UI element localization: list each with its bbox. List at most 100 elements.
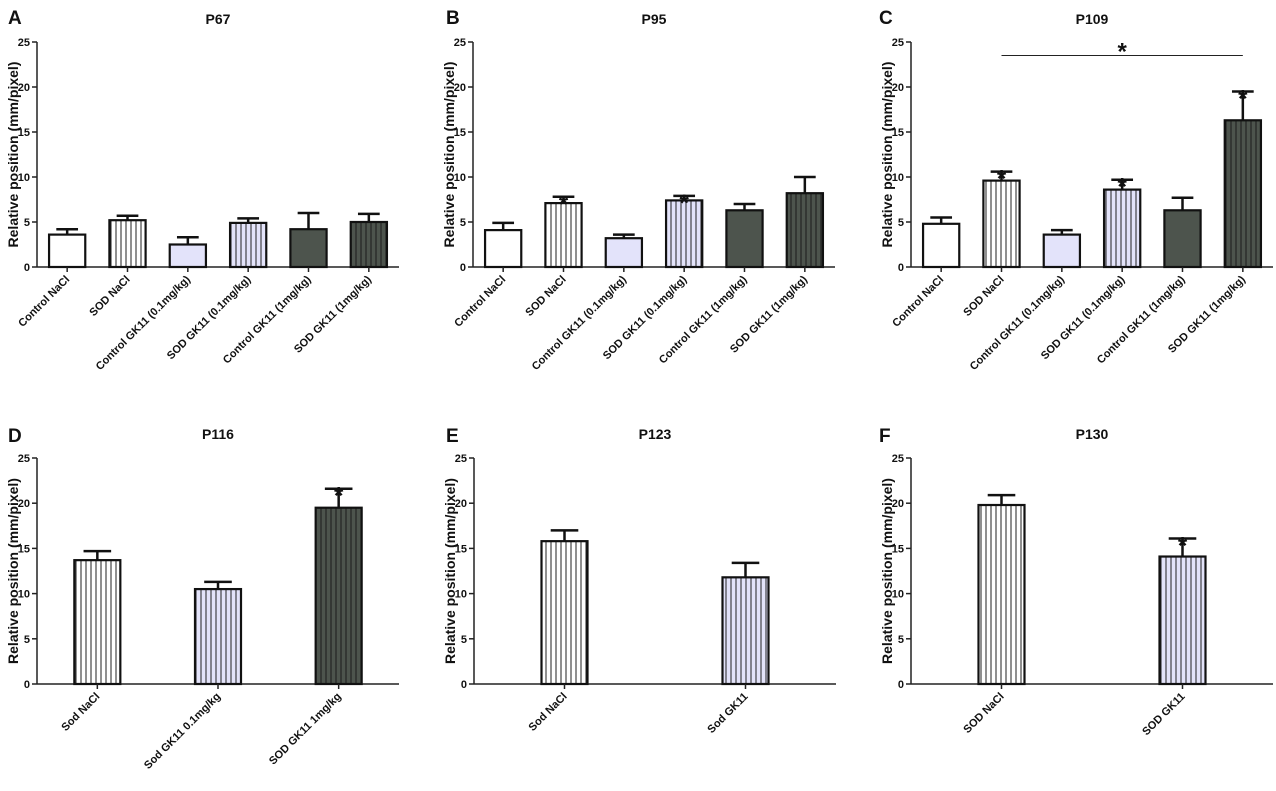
bar bbox=[1223, 119, 1263, 269]
panel-letter: E bbox=[446, 426, 459, 447]
y-tick-label: 20 bbox=[892, 82, 904, 94]
x-category-label: Control NaCl bbox=[16, 274, 72, 330]
y-tick-label: 15 bbox=[18, 127, 30, 139]
panel-letter: D bbox=[8, 426, 22, 447]
x-category-label: Sod NaCl bbox=[527, 691, 570, 734]
bar bbox=[977, 503, 1026, 686]
y-axis-label: Relative position (mm/pixel) bbox=[879, 478, 895, 664]
significance-star: * bbox=[334, 483, 344, 510]
x-category-label: SOD GK11 1mg/kg bbox=[267, 691, 344, 768]
y-tick-label: 20 bbox=[455, 498, 467, 510]
x-category-label: SOD NaCl bbox=[961, 691, 1006, 736]
y-tick-label: 15 bbox=[892, 543, 904, 555]
y-axis-label: Relative position (mm/pixel) bbox=[5, 478, 21, 664]
y-tick-label: 0 bbox=[898, 679, 904, 691]
y-axis-label: Relative position (mm/pixel) bbox=[5, 62, 21, 248]
y-tick-label: 20 bbox=[18, 498, 30, 510]
bar bbox=[721, 576, 770, 686]
bar bbox=[982, 179, 1021, 269]
y-tick-label: 15 bbox=[455, 543, 467, 555]
y-tick-label: 15 bbox=[454, 127, 466, 139]
y-tick-label: 15 bbox=[18, 543, 30, 555]
y-tick-label: 25 bbox=[18, 37, 30, 49]
x-category-label: Control NaCl bbox=[452, 274, 508, 330]
y-tick-label: 25 bbox=[18, 453, 30, 465]
panel-e: E P123 Relative position (mm/pixel) 0 5 10 15 2… bbox=[442, 426, 836, 736]
y-tick-label: 0 bbox=[24, 679, 30, 691]
significance-star: * bbox=[559, 191, 569, 218]
bar bbox=[540, 540, 589, 686]
bar bbox=[1102, 188, 1142, 269]
bar bbox=[604, 237, 644, 269]
significance-star: * bbox=[997, 166, 1007, 193]
panel-title: P67 bbox=[206, 11, 231, 27]
y-tick-label: 10 bbox=[892, 172, 904, 184]
panel-letter: C bbox=[879, 8, 893, 29]
bar bbox=[921, 222, 961, 269]
y-tick-label: 20 bbox=[454, 82, 466, 94]
panel-title: P116 bbox=[202, 426, 234, 442]
y-tick-label: 10 bbox=[892, 589, 904, 601]
bar bbox=[349, 220, 389, 269]
x-category-label: SOD GK11 bbox=[1140, 691, 1187, 738]
significance-star: * bbox=[1117, 174, 1127, 201]
y-axis-label: Relative position (mm/pixel) bbox=[879, 62, 895, 248]
y-tick-label: 5 bbox=[461, 634, 467, 646]
y-tick-label: 5 bbox=[898, 217, 904, 229]
y-tick-label: 10 bbox=[455, 589, 467, 601]
bar bbox=[1163, 209, 1202, 269]
panel-title: P123 bbox=[639, 426, 672, 442]
y-tick-label: 10 bbox=[18, 589, 30, 601]
panel-letter: F bbox=[879, 426, 891, 447]
y-tick-label: 5 bbox=[898, 634, 904, 646]
panel-f: F P130 Relative position (mm/pixel) 0 5 10 15 2… bbox=[879, 426, 1273, 738]
significance-star: * bbox=[679, 190, 689, 217]
bar bbox=[544, 202, 583, 269]
y-tick-label: 25 bbox=[454, 37, 466, 49]
bracket-star: * bbox=[1117, 39, 1127, 66]
bar bbox=[314, 506, 363, 686]
y-tick-label: 5 bbox=[24, 634, 30, 646]
x-category-label: Control NaCl bbox=[890, 274, 946, 330]
bar bbox=[193, 587, 243, 686]
bar bbox=[73, 559, 122, 686]
x-category-label: SOD NaCl bbox=[523, 274, 568, 319]
panel-c: C P109 Relative position (mm/pixel) 0 5 10 15 2… bbox=[879, 8, 1273, 373]
y-axis-label: Relative position (mm/pixel) bbox=[442, 478, 458, 664]
y-tick-label: 0 bbox=[461, 679, 467, 691]
y-tick-label: 10 bbox=[454, 172, 466, 184]
x-category-label: SOD NaCl bbox=[87, 274, 132, 319]
y-tick-label: 0 bbox=[24, 262, 30, 274]
x-category-label: SOD NaCl bbox=[961, 274, 1006, 319]
bar bbox=[108, 219, 147, 269]
bar bbox=[1042, 233, 1082, 269]
panel-letter: B bbox=[446, 8, 460, 29]
panel-title: P109 bbox=[1076, 11, 1109, 27]
significance-star: * bbox=[1178, 532, 1188, 559]
bar bbox=[785, 192, 825, 269]
bar bbox=[168, 243, 208, 269]
panel-b: B P95 Relative position (mm/pixel) 0 5 10 15 20… bbox=[441, 8, 835, 373]
bar bbox=[228, 221, 268, 269]
panel-title: P95 bbox=[642, 11, 667, 27]
bar bbox=[289, 228, 328, 269]
y-tick-label: 10 bbox=[18, 172, 30, 184]
y-tick-label: 25 bbox=[892, 453, 904, 465]
y-tick-label: 25 bbox=[892, 37, 904, 49]
panel-a: A P67 Relative position (mm/pixel) 0 5 10 15 20… bbox=[5, 8, 399, 373]
y-tick-label: 5 bbox=[460, 217, 466, 229]
bar bbox=[47, 233, 87, 269]
y-tick-label: 20 bbox=[892, 498, 904, 510]
bar bbox=[725, 209, 764, 269]
y-tick-label: 0 bbox=[898, 262, 904, 274]
y-tick-label: 0 bbox=[460, 262, 466, 274]
y-tick-label: 20 bbox=[18, 82, 30, 94]
x-category-label: Sod NaCl bbox=[59, 691, 102, 734]
y-tick-label: 15 bbox=[892, 127, 904, 139]
bar bbox=[1158, 555, 1207, 686]
panel-title: P130 bbox=[1076, 426, 1109, 442]
y-tick-label: 25 bbox=[455, 453, 467, 465]
panel-letter: A bbox=[8, 8, 22, 29]
y-tick-label: 5 bbox=[24, 217, 30, 229]
